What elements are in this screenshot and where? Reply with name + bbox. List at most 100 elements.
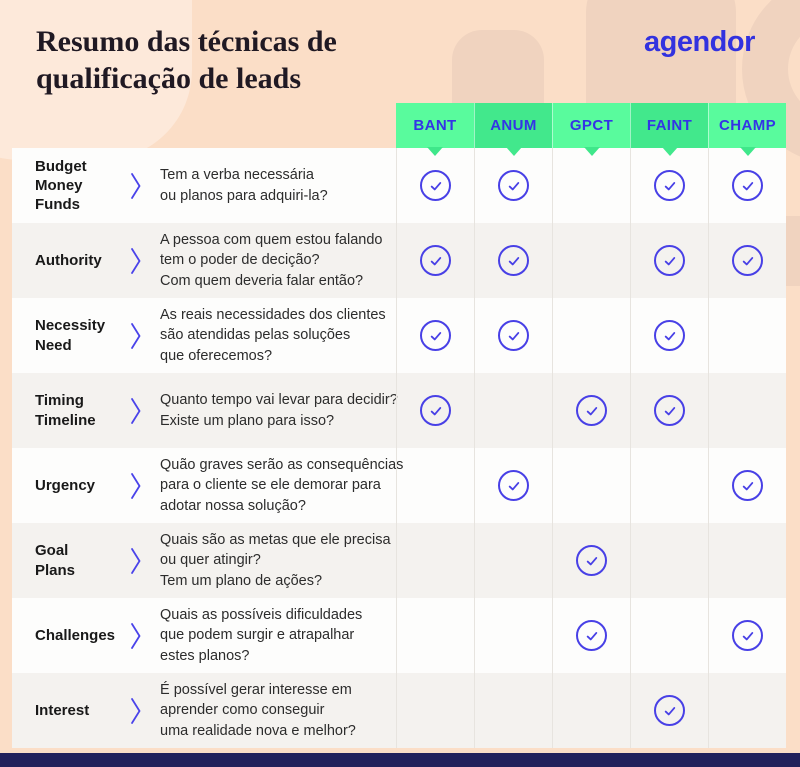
- check-cell-faint: [630, 598, 708, 673]
- criterion-description-line: aprender como conseguir: [160, 702, 325, 719]
- criterion-label: Necessity Need: [12, 316, 124, 354]
- check-cell-gpct: [552, 448, 630, 523]
- tab-label: ANUM: [490, 117, 537, 134]
- check-cell-anum: [474, 448, 552, 523]
- check-circle-icon: [576, 395, 607, 426]
- criterion-description: Quais são as metas que ele precisa ou que…: [148, 530, 396, 592]
- techniques-header: BANT ANUM GPCT FAINT CHAMP: [396, 103, 786, 156]
- check-cell-bant: [396, 598, 474, 673]
- check-cell-anum: [474, 148, 552, 223]
- check-circle-icon: [732, 245, 763, 276]
- criterion-label: Authority: [12, 251, 124, 270]
- chevron-right-icon: [124, 322, 148, 350]
- check-cell-champ: [708, 148, 786, 223]
- criterion-description-line: Tem um plano de ações?: [160, 572, 323, 589]
- criterion-label-line: Money: [35, 176, 83, 194]
- qualification-table: Budget Money Funds Tem a verba necessária ou…: [12, 148, 786, 748]
- chevron-right-icon: [124, 397, 148, 425]
- criterion-description-line: Tem a verba necessária: [160, 166, 314, 183]
- table-row: Necessity Need As reais necessidades dos c…: [12, 298, 786, 373]
- check-cell-bant: [396, 148, 474, 223]
- chevron-right-icon: [124, 697, 148, 725]
- criterion-description-line: ou planos para adquiri-la?: [160, 187, 328, 204]
- chevron-right-icon: [124, 472, 148, 500]
- criterion-description: Tem a verba necessária ou planos para adq…: [148, 165, 396, 206]
- criterion-label-line: Timing: [35, 392, 84, 410]
- check-circle-icon: [732, 170, 763, 201]
- check-cell-gpct: [552, 223, 630, 298]
- criterion-label-line: Plans: [35, 561, 76, 579]
- check-cell-bant: [396, 448, 474, 523]
- check-circle-icon: [420, 395, 451, 426]
- check-cell-gpct: [552, 298, 630, 373]
- footer-bar: [0, 753, 800, 767]
- table-row: Authority A pessoa com quem estou falando…: [12, 223, 786, 298]
- check-circle-icon: [654, 245, 685, 276]
- chevron-right-icon: [124, 247, 148, 275]
- check-circle-icon: [654, 695, 685, 726]
- check-circle-icon: [498, 470, 529, 501]
- chevron-right-icon: [124, 622, 148, 650]
- criterion-label: Challenges: [12, 626, 124, 645]
- criterion-description: A pessoa com quem estou falando tem o pod…: [148, 230, 396, 292]
- check-cell-gpct: [552, 673, 630, 748]
- check-cell-champ: [708, 373, 786, 448]
- check-circle-icon: [732, 620, 763, 651]
- criterion-description-line: uma realidade nova e melhor?: [160, 722, 356, 739]
- check-cell-gpct: [552, 598, 630, 673]
- check-cell-champ: [708, 298, 786, 373]
- criterion-description-line: As reais necessidades dos clientes: [160, 306, 386, 323]
- criterion-description-line: que podem surgir e atrapalhar: [160, 627, 355, 644]
- check-cell-faint: [630, 298, 708, 373]
- criterion-label: Budget Money Funds: [12, 157, 124, 215]
- check-cell-gpct: [552, 148, 630, 223]
- check-cell-anum: [474, 598, 552, 673]
- criterion-label-line: Interest: [35, 701, 90, 719]
- tab-label: BANT: [413, 117, 457, 134]
- check-circle-icon: [420, 170, 451, 201]
- check-cell-champ: [708, 598, 786, 673]
- criterion-label-line: Authority: [35, 251, 102, 269]
- check-cell-faint: [630, 373, 708, 448]
- tab-pointer-triangle: [661, 147, 678, 156]
- tab-pointer-triangle: [583, 147, 600, 156]
- table-row: Challenges Quais as possíveis dificuldade…: [12, 598, 786, 673]
- tab-label: GPCT: [569, 117, 614, 134]
- table-row: Urgency Quão graves serão as consequência…: [12, 448, 786, 523]
- check-cell-anum: [474, 673, 552, 748]
- check-cell-champ: [708, 523, 786, 598]
- check-cell-anum: [474, 298, 552, 373]
- tab-label: FAINT: [646, 117, 693, 134]
- criterion-description-line: É possível gerar interesse em: [160, 681, 352, 698]
- check-cell-champ: [708, 673, 786, 748]
- check-cell-gpct: [552, 373, 630, 448]
- criterion-label-line: Timeline: [35, 411, 96, 429]
- check-circle-icon: [654, 395, 685, 426]
- criterion-label: Interest: [12, 701, 124, 720]
- criterion-label: Urgency: [12, 476, 124, 495]
- criterion-label-line: Need: [35, 336, 72, 354]
- check-cell-bant: [396, 673, 474, 748]
- tab-champ: CHAMP: [708, 103, 786, 156]
- check-cell-anum: [474, 223, 552, 298]
- chevron-right-icon: [124, 547, 148, 575]
- criterion-description-line: são atendidas pelas soluções: [160, 327, 351, 344]
- tab-label: CHAMP: [719, 117, 776, 134]
- check-cell-faint: [630, 148, 708, 223]
- criterion-description-line: Com quem deveria falar então?: [160, 272, 364, 289]
- check-cell-faint: [630, 448, 708, 523]
- criterion-description-line: ou quer atingir?: [160, 552, 261, 569]
- tab-gpct: GPCT: [552, 103, 630, 156]
- criterion-label: Goal Plans: [12, 541, 124, 579]
- check-cell-faint: [630, 673, 708, 748]
- criterion-description-line: A pessoa com quem estou falando: [160, 231, 383, 248]
- criterion-description-line: Quanto tempo vai levar para decidir?: [160, 391, 398, 408]
- criterion-description-line: adotar nossa solução?: [160, 497, 306, 514]
- criterion-description-line: Quais as possíveis dificuldades: [160, 606, 363, 623]
- check-circle-icon: [498, 320, 529, 351]
- check-circle-icon: [732, 470, 763, 501]
- table-row: Budget Money Funds Tem a verba necessária ou…: [12, 148, 786, 223]
- criterion-description-line: Existe um plano para isso?: [160, 412, 335, 429]
- table-row: Goal Plans Quais são as metas que ele prec…: [12, 523, 786, 598]
